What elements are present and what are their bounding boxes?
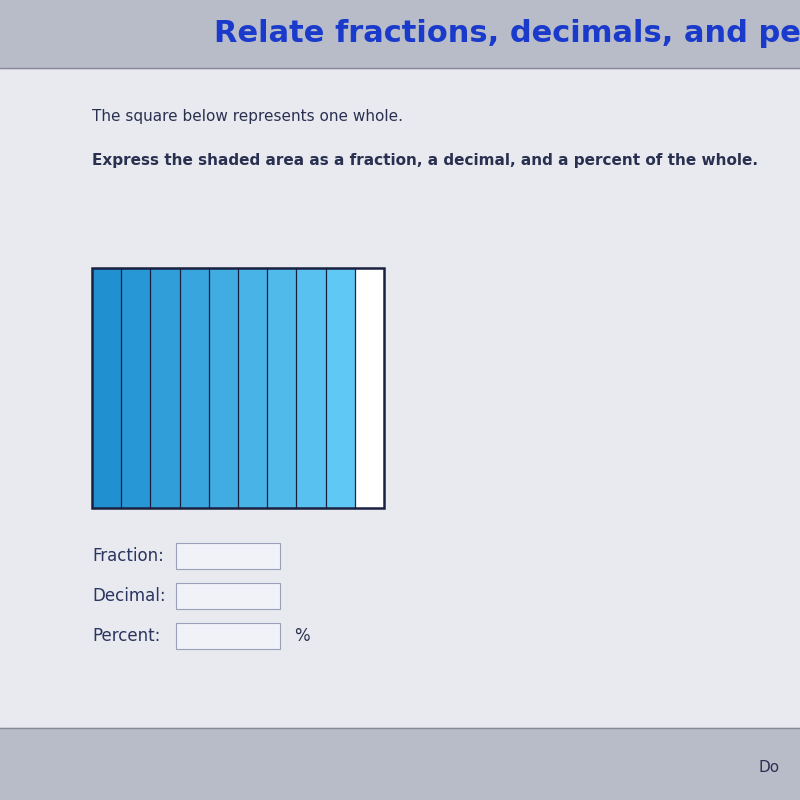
Bar: [179, 268, 209, 508]
Bar: [238, 268, 267, 508]
Text: Percent:: Percent:: [92, 627, 160, 645]
FancyBboxPatch shape: [176, 543, 280, 569]
Text: The square below represents one whole.: The square below represents one whole.: [92, 109, 403, 123]
Bar: [296, 268, 326, 508]
Text: Express the shaded area as a fraction, a decimal, and a percent of the whole.: Express the shaded area as a fraction, a…: [92, 153, 758, 167]
Bar: [92, 268, 384, 508]
Text: Decimal:: Decimal:: [92, 587, 166, 605]
Text: Do: Do: [759, 760, 780, 775]
Bar: [0, 0, 800, 68]
Bar: [92, 268, 122, 508]
FancyBboxPatch shape: [176, 623, 280, 649]
Bar: [326, 268, 354, 508]
Bar: [122, 268, 150, 508]
Bar: [0, 68, 800, 728]
Text: Relate fractions, decimals, and per: Relate fractions, decimals, and per: [214, 19, 800, 49]
Bar: [267, 268, 296, 508]
Text: Fraction:: Fraction:: [92, 547, 164, 565]
Bar: [209, 268, 238, 508]
Bar: [0, 728, 800, 800]
FancyBboxPatch shape: [176, 583, 280, 609]
Text: %: %: [294, 627, 310, 645]
Bar: [150, 268, 180, 508]
Bar: [354, 268, 384, 508]
